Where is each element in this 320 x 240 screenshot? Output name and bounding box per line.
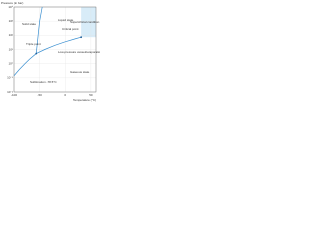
y-axis-label: Pressure (in bar): [1, 1, 23, 5]
y-tick-label: 10⁰: [8, 61, 13, 65]
y-tick-label: 10⁻²: [7, 90, 13, 94]
x-tick-label: -100: [11, 93, 17, 97]
phase-curve: [36, 36, 82, 54]
y-tick-label: 10⁴: [8, 5, 13, 9]
x-axis-label: Temperature (°C): [73, 98, 96, 102]
x-tick-label: 0: [64, 93, 66, 97]
supercritical-region: [81, 7, 96, 38]
y-tick-label: 10²: [9, 33, 13, 37]
critical-point: [80, 36, 83, 39]
phase-curve: [35, 6, 43, 54]
annotation: Sublimation -78.5°C: [30, 80, 58, 84]
annotation: Critical point: [62, 27, 79, 31]
annotation: Solid state: [22, 22, 36, 26]
y-tick-label: 10¹: [9, 47, 13, 51]
x-tick-label: 50: [89, 93, 93, 97]
annotation: Low-pressure vessel/evaporation: [58, 50, 100, 54]
plot-frame: [13, 6, 97, 93]
y-tick-label: 10³: [9, 19, 13, 23]
annotation: Triple point: [26, 42, 41, 46]
triple-point: [35, 52, 38, 55]
page: {"chart_data": { "type": "line", "y_labe…: [0, 0, 100, 104]
phase-curve: [13, 53, 37, 76]
y-tick-label: 10⁻¹: [7, 76, 13, 80]
annotation: Supercritical condition: [70, 20, 100, 24]
annotation: Liquid state: [58, 18, 74, 22]
x-tick-label: -50: [37, 93, 42, 97]
annotation: Gaseous state: [70, 70, 90, 74]
chart: Pressure (in bar) Temperature (°C) 10⁻² 1…: [0, 0, 100, 104]
